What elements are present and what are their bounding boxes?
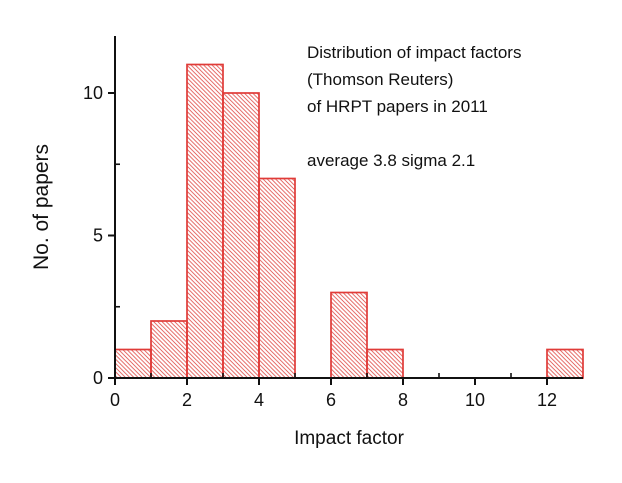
histogram-bar [222,92,260,379]
histogram-bars [114,63,584,379]
histogram-bar [258,177,296,379]
annotation-line-2: (Thomson Reuters) [307,70,453,89]
histogram-bar [330,291,368,379]
y-axis-title: No. of papers [30,144,53,270]
histogram-bar [114,348,152,379]
annotation-line-1: Distribution of impact factors [307,43,521,62]
x-tick-label: 8 [398,390,408,410]
annotation-line-3: of HRPT papers in 2011 [307,97,488,116]
annotation-stats: average 3.8 sigma 2.1 [307,151,475,170]
annotation-block: Distribution of impact factors (Thomson … [307,43,521,170]
x-tick-label: 6 [326,390,336,410]
x-tick-label: 4 [254,390,264,410]
x-tick-label: 10 [465,390,485,410]
x-axis-title: Impact factor [294,428,404,449]
y-tick-label: 5 [93,226,103,246]
axes [108,36,583,385]
tick-labels: 0 2 4 6 8 10 12 0 5 10 [83,83,557,410]
x-tick-label: 2 [182,390,192,410]
histogram-bar [186,63,224,379]
y-tick-label: 10 [83,83,103,103]
y-tick-label: 0 [93,368,103,388]
x-tick-label: 12 [537,390,557,410]
histogram-bar [546,348,584,379]
histogram-bar [150,320,188,379]
histogram-bar [366,348,404,379]
x-tick-label: 0 [110,390,120,410]
